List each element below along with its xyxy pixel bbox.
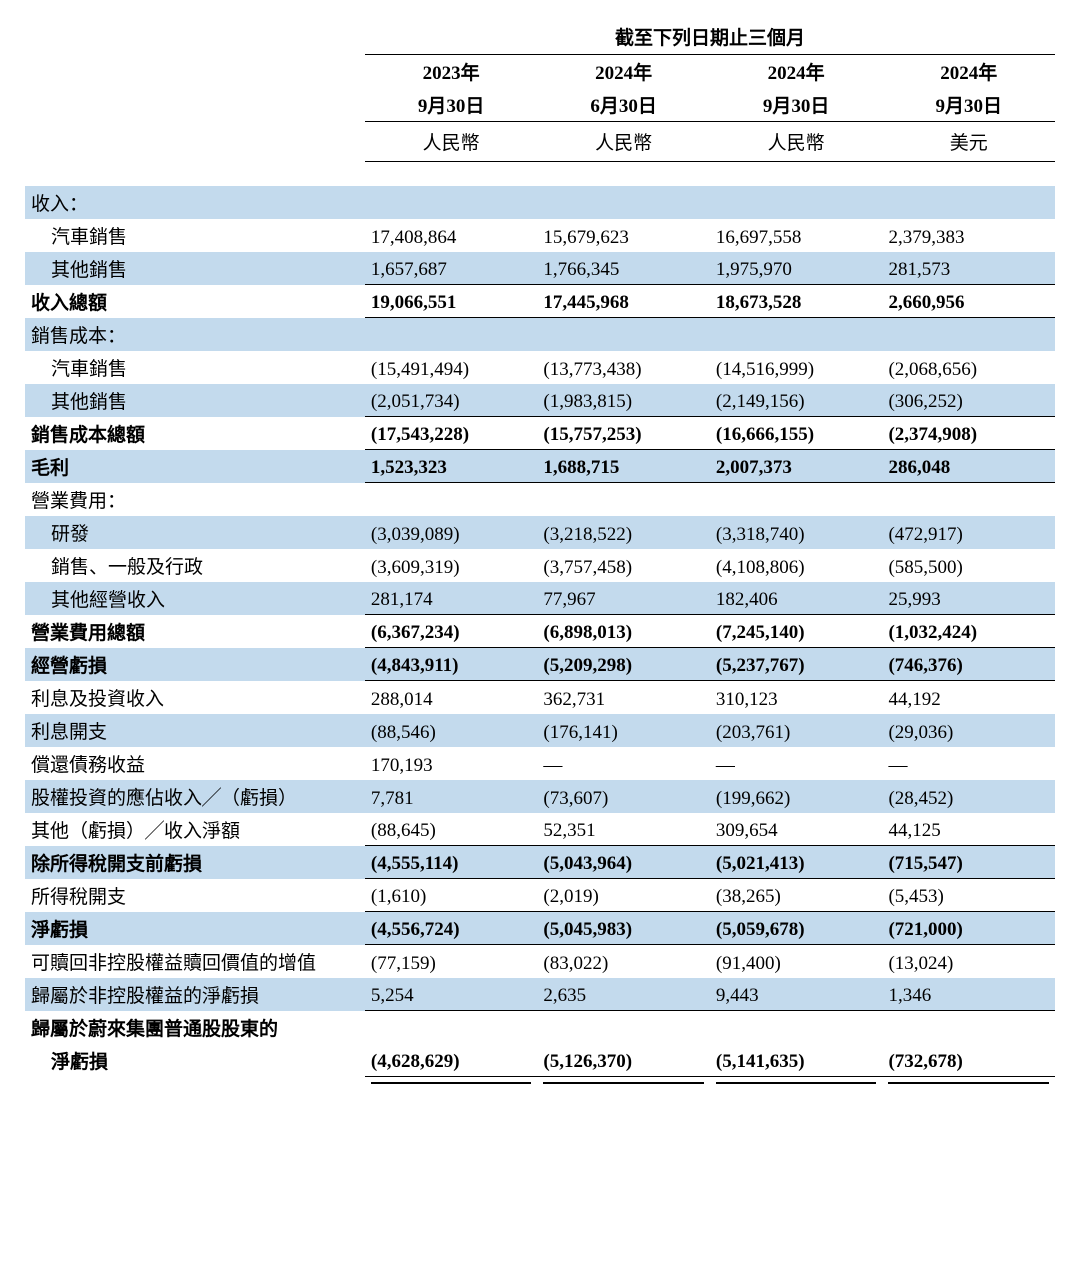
row-attributable-line1: 歸屬於蔚來集團普通股股東的 (25, 1011, 1055, 1044)
row-other-op-income: 其他經營收入 281,174 77,967 182,406 25,993 (25, 582, 1055, 615)
row-opex-header: 營業費用： (25, 483, 1055, 516)
col3-currency: 人民幣 (710, 122, 883, 162)
row-interest-expense: 利息開支 (88,546) (176,141) (203,761) (29,03… (25, 714, 1055, 747)
row-other-sales: 其他銷售 1,657,687 1,766,345 1,975,970 281,5… (25, 252, 1055, 285)
col2-year: 2024年 (537, 55, 710, 89)
col1-date: 9月30日 (365, 88, 538, 122)
col4-date: 9月30日 (882, 88, 1055, 122)
col3-date: 9月30日 (710, 88, 883, 122)
row-gross-profit: 毛利 1,523,323 1,688,715 2,007,373 286,048 (25, 450, 1055, 483)
col4-year: 2024年 (882, 55, 1055, 89)
row-cost-other: 其他銷售 (2,051,734) (1,983,815) (2,149,156)… (25, 384, 1055, 417)
row-cost-header: 銷售成本： (25, 318, 1055, 351)
row-vehicle-sales: 汽車銷售 17,408,864 15,679,623 16,697,558 2,… (25, 219, 1055, 252)
row-debt-repayment-gain: 償還債務收益 170,193 — — — (25, 747, 1055, 780)
row-double-rule (25, 1077, 1055, 1088)
row-redeemable-nci-accretion: 可贖回非控股權益贖回價值的增值 (77,159) (83,022) (91,40… (25, 945, 1055, 978)
row-operating-loss: 經營虧損 (4,843,911) (5,209,298) (5,237,767)… (25, 648, 1055, 681)
col2-currency: 人民幣 (537, 122, 710, 162)
financial-statement-table: 截至下列日期止三個月 2023年 2024年 2024年 2024年 9月30日… (25, 20, 1055, 1087)
row-nci-loss: 歸屬於非控股權益的淨虧損 5,254 2,635 9,443 1,346 (25, 978, 1055, 1011)
col1-year: 2023年 (365, 55, 538, 89)
row-equity-investment-share: 股權投資的應佔收入╱（虧損） 7,781 (73,607) (199,662) … (25, 780, 1055, 813)
row-loss-before-tax: 除所得稅開支前虧損 (4,555,114) (5,043,964) (5,021… (25, 846, 1055, 879)
row-net-loss: 淨虧損 (4,556,724) (5,045,983) (5,059,678) … (25, 912, 1055, 945)
row-attributable-line2: 淨虧損 (4,628,629) (5,126,370) (5,141,635) … (25, 1044, 1055, 1077)
row-total-revenue: 收入總額 19,066,551 17,445,968 18,673,528 2,… (25, 285, 1055, 318)
row-total-opex: 營業費用總額 (6,367,234) (6,898,013) (7,245,14… (25, 615, 1055, 648)
row-income-tax-expense: 所得稅開支 (1,610) (2,019) (38,265) (5,453) (25, 879, 1055, 912)
period-title: 截至下列日期止三個月 (365, 20, 1055, 55)
row-total-cost: 銷售成本總額 (17,543,228) (15,757,253) (16,666… (25, 417, 1055, 450)
row-other-net: 其他（虧損）╱收入淨額 (88,645) 52,351 309,654 44,1… (25, 813, 1055, 846)
row-rnd: 研發 (3,039,089) (3,218,522) (3,318,740) (… (25, 516, 1055, 549)
col1-currency: 人民幣 (365, 122, 538, 162)
col4-currency: 美元 (882, 122, 1055, 162)
row-cost-vehicle: 汽車銷售 (15,491,494) (13,773,438) (14,516,9… (25, 351, 1055, 384)
col2-date: 6月30日 (537, 88, 710, 122)
row-sga: 銷售、一般及行政 (3,609,319) (3,757,458) (4,108,… (25, 549, 1055, 582)
col3-year: 2024年 (710, 55, 883, 89)
row-revenue-header: 收入： (25, 186, 1055, 219)
row-interest-investment-income: 利息及投資收入 288,014 362,731 310,123 44,192 (25, 681, 1055, 714)
